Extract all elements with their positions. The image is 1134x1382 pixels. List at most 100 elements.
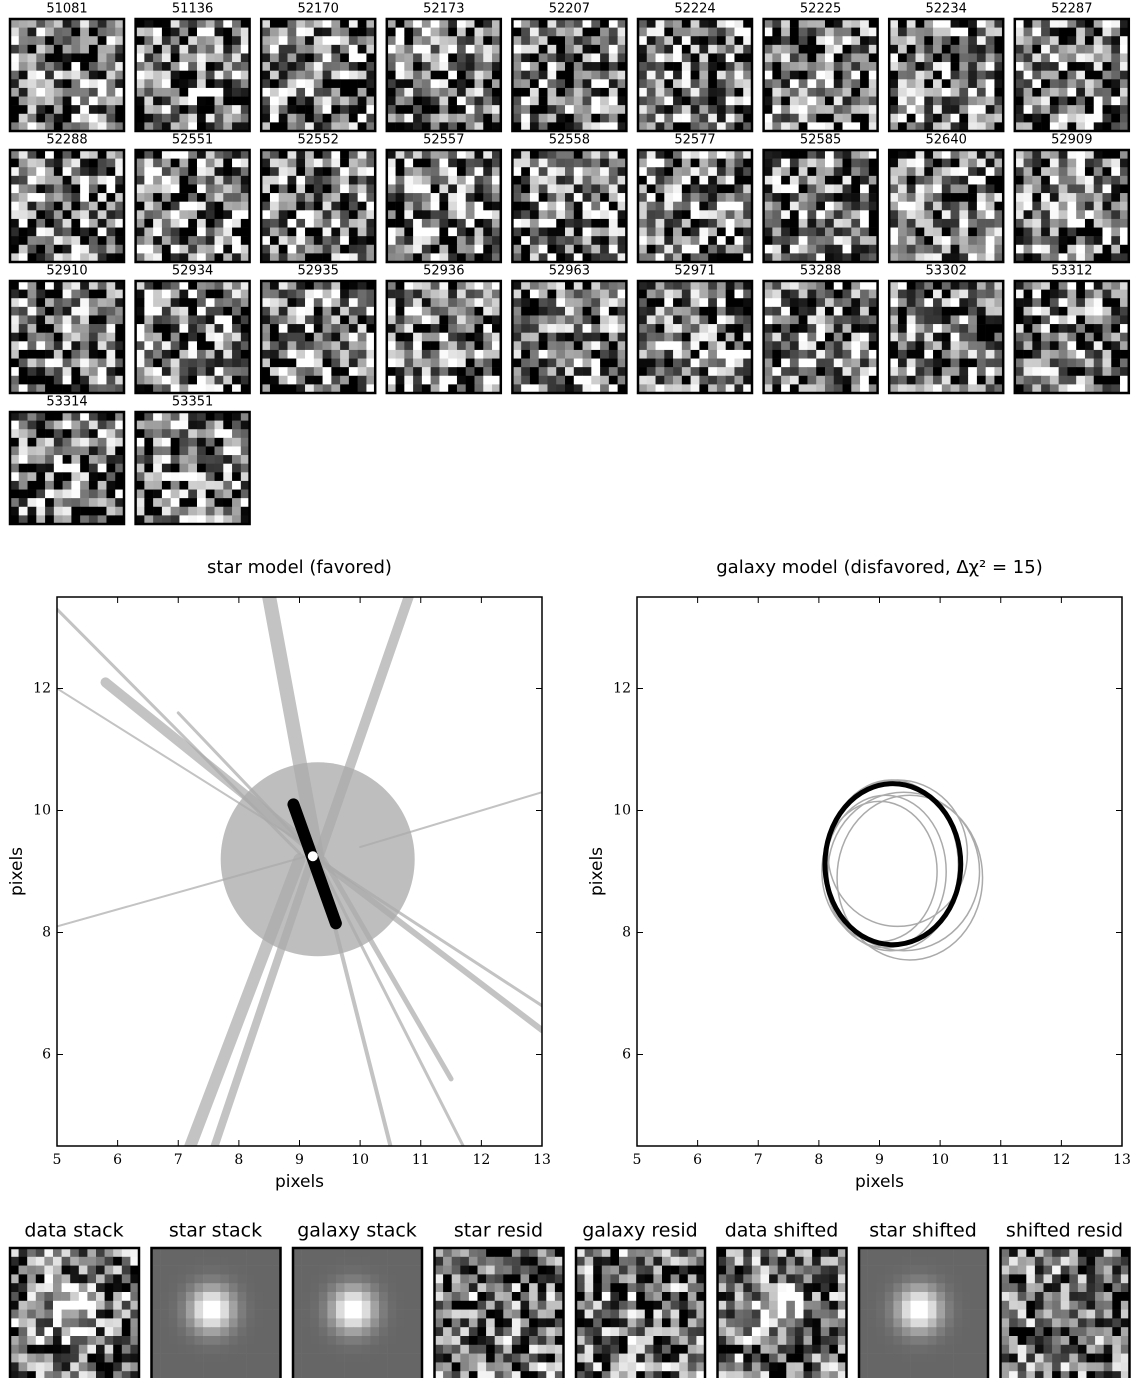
pixel xyxy=(977,281,986,290)
epoch-label: 52557 xyxy=(423,133,464,148)
pixel xyxy=(1111,281,1120,290)
pixel xyxy=(331,71,340,80)
pixel xyxy=(726,341,735,350)
pixel xyxy=(942,184,951,193)
pixel xyxy=(153,376,162,385)
pixel xyxy=(1041,359,1050,368)
pixel xyxy=(764,184,773,193)
pixel xyxy=(349,315,358,324)
pixel xyxy=(71,193,80,202)
pixel xyxy=(457,150,466,159)
pixel xyxy=(413,53,422,62)
pixel xyxy=(28,114,37,123)
pixel xyxy=(396,114,405,123)
pixel xyxy=(279,236,288,245)
pixel xyxy=(223,359,232,368)
pixel xyxy=(340,333,349,342)
pixel xyxy=(781,202,790,211)
pixel xyxy=(834,159,843,168)
pixel xyxy=(36,464,45,473)
pixel xyxy=(179,150,188,159)
pixel xyxy=(609,62,618,71)
pixel xyxy=(89,53,98,62)
pixel xyxy=(63,19,72,28)
pixel xyxy=(206,455,215,464)
pixel xyxy=(331,219,340,228)
pixel xyxy=(843,28,852,37)
pixel xyxy=(986,236,995,245)
pixel xyxy=(825,359,834,368)
pixel xyxy=(843,114,852,123)
image-stamp xyxy=(764,150,878,262)
pixel xyxy=(223,210,232,219)
pixel xyxy=(223,71,232,80)
pixel xyxy=(834,114,843,123)
pixel xyxy=(279,333,288,342)
pixel xyxy=(647,219,656,228)
pixel xyxy=(71,481,80,490)
pixel xyxy=(215,202,224,211)
pixel xyxy=(843,88,852,97)
pixel xyxy=(296,290,305,299)
pixel xyxy=(656,290,665,299)
pixel xyxy=(63,245,72,254)
pixel xyxy=(609,210,618,219)
pixel xyxy=(609,228,618,237)
pixel xyxy=(1076,245,1085,254)
pixel xyxy=(404,167,413,176)
pixel xyxy=(171,79,180,88)
pixel xyxy=(413,184,422,193)
pixel xyxy=(1024,105,1033,114)
pixel xyxy=(825,298,834,307)
pixel xyxy=(358,333,367,342)
pixel xyxy=(825,350,834,359)
pixel xyxy=(673,219,682,228)
pixel xyxy=(933,150,942,159)
pixel xyxy=(323,376,332,385)
pixel xyxy=(474,376,483,385)
pixel xyxy=(539,176,548,185)
pixel xyxy=(296,53,305,62)
pixel xyxy=(349,176,358,185)
pixel xyxy=(790,210,799,219)
pixel xyxy=(951,19,960,28)
pixel xyxy=(933,159,942,168)
pixel xyxy=(699,193,708,202)
pixel xyxy=(807,359,816,368)
pixel xyxy=(764,367,773,376)
pixel xyxy=(63,446,72,455)
pixel xyxy=(691,236,700,245)
pixel xyxy=(734,219,743,228)
pixel xyxy=(98,159,107,168)
pixel xyxy=(223,176,232,185)
pixel xyxy=(215,62,224,71)
pixel xyxy=(968,219,977,228)
pixel xyxy=(726,97,735,106)
pixel xyxy=(474,333,483,342)
pixel xyxy=(153,481,162,490)
pixel xyxy=(843,184,852,193)
pixel xyxy=(19,176,28,185)
pixel xyxy=(215,507,224,516)
pixel xyxy=(296,245,305,254)
pixel xyxy=(556,193,565,202)
pixel xyxy=(197,455,206,464)
pixel xyxy=(781,324,790,333)
pixel xyxy=(860,45,869,54)
pixel xyxy=(638,167,647,176)
pixel xyxy=(1085,53,1094,62)
pixel xyxy=(609,184,618,193)
pixel xyxy=(10,236,19,245)
pixel xyxy=(647,298,656,307)
pixel xyxy=(98,71,107,80)
pixel xyxy=(530,184,539,193)
pixel xyxy=(136,446,145,455)
pixel xyxy=(951,45,960,54)
pixel xyxy=(790,315,799,324)
pixel xyxy=(682,290,691,299)
pixel xyxy=(349,359,358,368)
pixel xyxy=(565,159,574,168)
pixel xyxy=(36,184,45,193)
pixel xyxy=(270,28,279,37)
pixel xyxy=(1041,290,1050,299)
